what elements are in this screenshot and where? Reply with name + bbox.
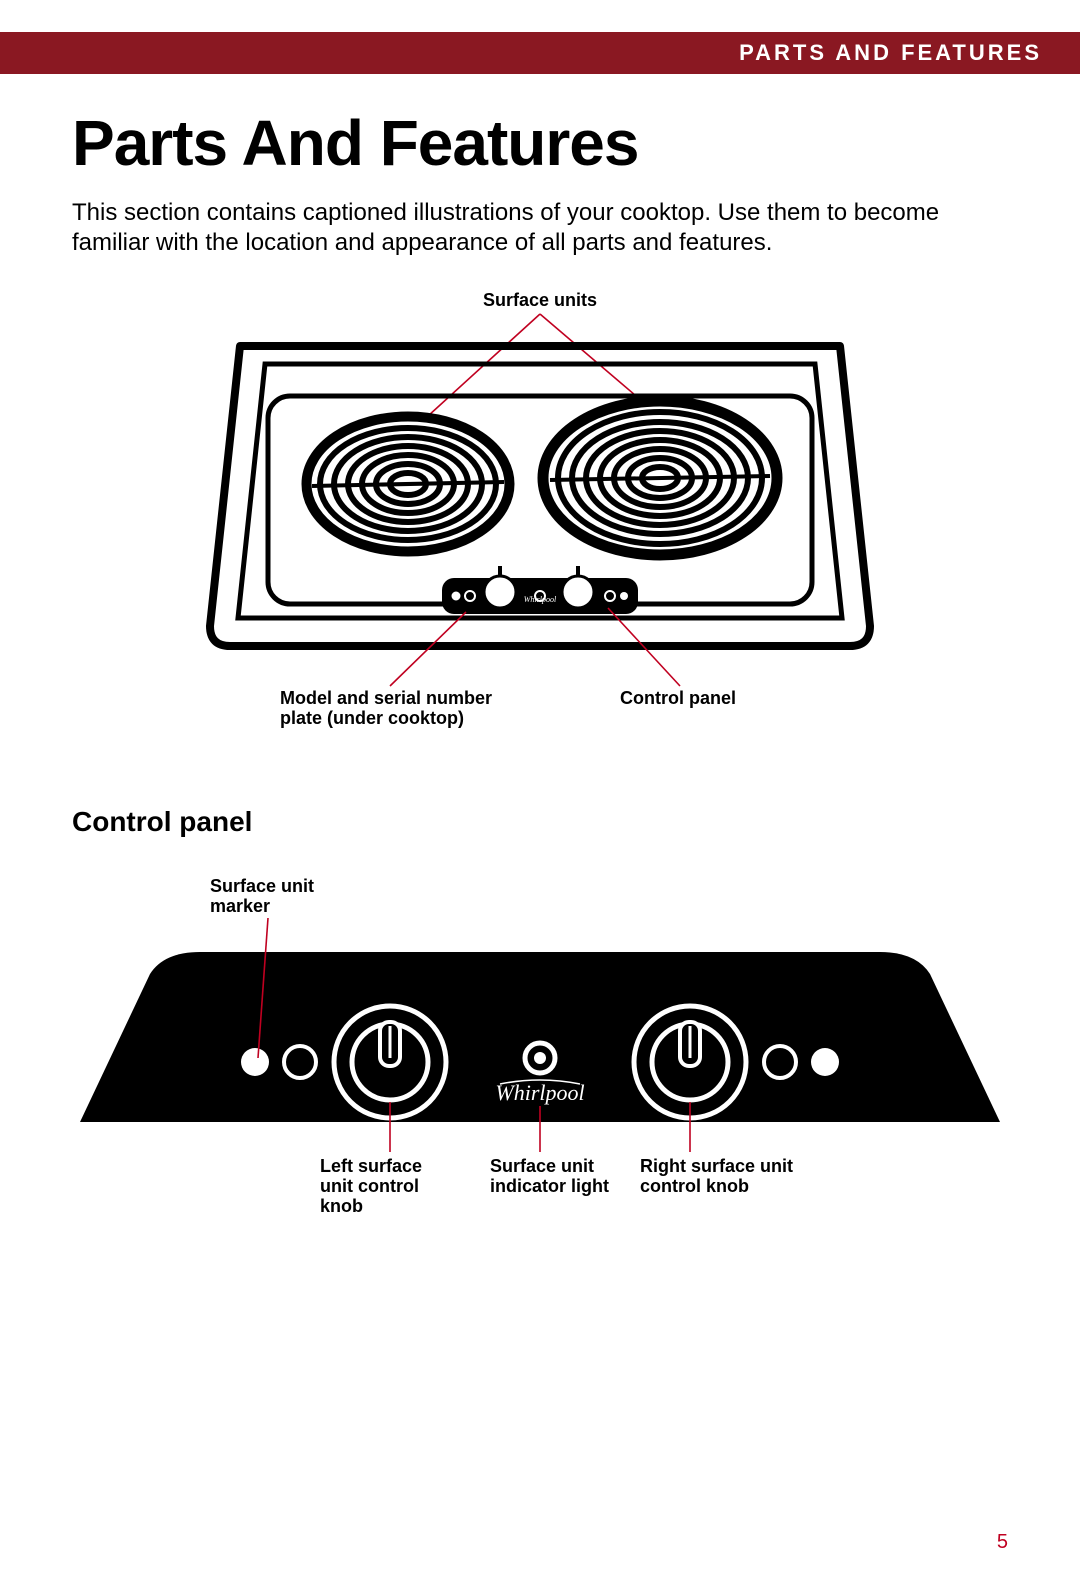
label-right-knob-l1: Right surface unit (640, 1156, 793, 1176)
label-left-knob-l3: knob (320, 1196, 363, 1216)
intro-paragraph: This section contains captioned illustra… (72, 198, 1008, 258)
label-model-serial-l2: plate (under cooktop) (280, 708, 464, 728)
label-left-knob-l2: unit control (320, 1176, 419, 1196)
header-bar-text: PARTS AND FEATURES (739, 40, 1042, 66)
label-indicator-l2: indicator light (490, 1176, 609, 1196)
label-surface-marker-l1: Surface unit (210, 876, 314, 896)
page-number: 5 (997, 1531, 1008, 1554)
label-model-serial-l1: Model and serial number (280, 688, 492, 708)
page-title: Parts And Features (72, 106, 1008, 180)
cooktop-diagram: Surface units (170, 286, 910, 746)
control-panel-diagram: Surface unit marker Whirlpool (80, 862, 1000, 1242)
label-right-knob-l2: control knob (640, 1176, 749, 1196)
label-surface-units: Surface units (483, 290, 597, 310)
label-left-knob-l1: Left surface (320, 1156, 422, 1176)
section-title-control-panel: Control panel (72, 806, 1008, 838)
svg-text:Whirlpool: Whirlpool (524, 595, 557, 604)
header-bar: PARTS AND FEATURES (0, 32, 1080, 74)
brand-logo: Whirlpool (495, 1080, 584, 1105)
label-indicator-l1: Surface unit (490, 1156, 594, 1176)
right-knob (634, 1006, 746, 1118)
left-knob (334, 1006, 446, 1118)
label-control-panel: Control panel (620, 688, 736, 708)
label-surface-marker-l2: marker (210, 896, 270, 916)
page-content: Parts And Features This section contains… (0, 74, 1080, 1242)
